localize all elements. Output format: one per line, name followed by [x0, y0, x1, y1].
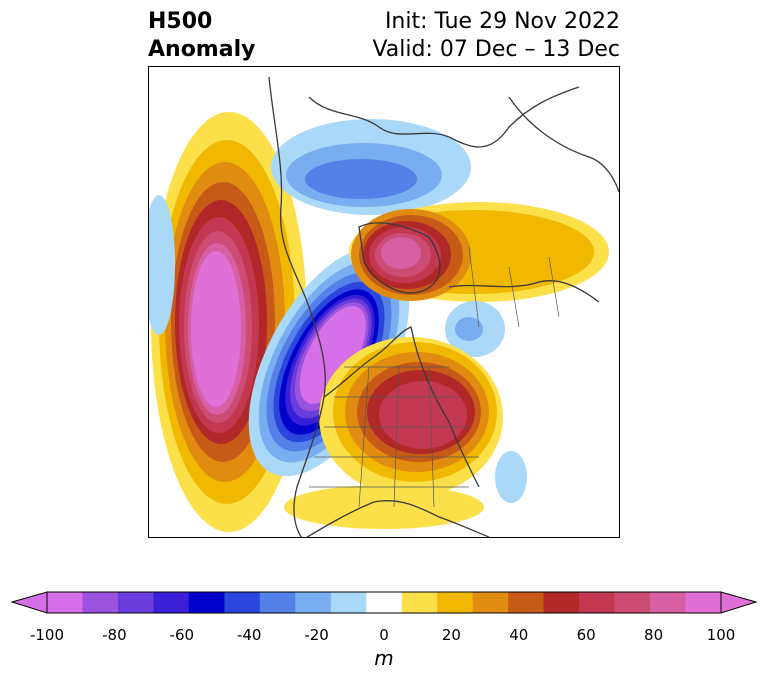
- southern-ridge-extension: [284, 485, 484, 529]
- greenland-ridge: [349, 202, 609, 302]
- colorbar-cell: [259, 592, 296, 613]
- colorbar-cell: [82, 592, 119, 613]
- title-variable: H500: [148, 9, 213, 34]
- plot-title-right: Init: Tue 29 Nov 2022 Valid: 07 Dec – 13…: [372, 8, 620, 64]
- valid-range: Valid: 07 Dec – 13 Dec: [372, 37, 620, 62]
- colorbar-cell: [508, 592, 545, 613]
- colorbar-cell: [153, 592, 190, 613]
- colorbar-cell: [650, 592, 687, 613]
- colorbar-cell: [47, 592, 83, 613]
- colorbar-cell: [117, 592, 154, 613]
- colorbar-cell: [366, 592, 403, 613]
- title-type: Anomaly: [148, 37, 256, 62]
- colorbar-cell: [188, 592, 225, 613]
- colorbar-tick-label: 0: [379, 626, 389, 644]
- colorbar-tick-label: -60: [169, 626, 195, 644]
- colorbar-cell: [295, 592, 332, 613]
- colorbar-tick-label: -40: [236, 626, 262, 644]
- western-trough: [248, 247, 410, 477]
- colorbar-cell: [224, 592, 261, 613]
- colorbar-tick-label: 20: [441, 626, 461, 644]
- colorbar-tick-label: -80: [102, 626, 127, 644]
- colorbar-cell: [437, 592, 474, 613]
- colorbar-right-extension: [720, 591, 758, 614]
- atlantic-trough-core: [455, 317, 483, 341]
- init-date: Init: Tue 29 Nov 2022: [384, 9, 620, 34]
- colorbar-cell: [579, 592, 616, 613]
- borders: [309, 246, 560, 508]
- colorbar-tick-label: 60: [576, 626, 596, 644]
- eastern-ridge: [319, 337, 503, 497]
- colorbar-cell: [543, 592, 580, 613]
- east-coast-trough: [495, 451, 527, 503]
- colorbar-tick-label: 80: [644, 626, 664, 644]
- colorbar-unit-label: m: [374, 646, 394, 670]
- colorbar-tick-label: -20: [304, 626, 329, 644]
- colorbar-tick-label: -100: [29, 626, 65, 644]
- colorbar-cell: [472, 592, 509, 613]
- plot-title-left: H500 Anomaly: [148, 8, 255, 64]
- colorbar-cell: [330, 592, 367, 613]
- colorbar-tick-label: 100: [706, 626, 736, 644]
- anomaly-map: [149, 76, 619, 537]
- west-edge-trough: [149, 195, 175, 335]
- arctic-trough: [271, 119, 471, 215]
- colorbar-left-extension: [10, 591, 48, 614]
- colorbar-tick-label: 40: [509, 626, 529, 644]
- pacific-ridge: [151, 112, 307, 532]
- map-panel: [148, 66, 620, 538]
- colorbar: [10, 591, 758, 614]
- colorbar-cell: [685, 592, 722, 613]
- colorbar-cell: [614, 592, 651, 613]
- colorbar-cell: [401, 592, 438, 613]
